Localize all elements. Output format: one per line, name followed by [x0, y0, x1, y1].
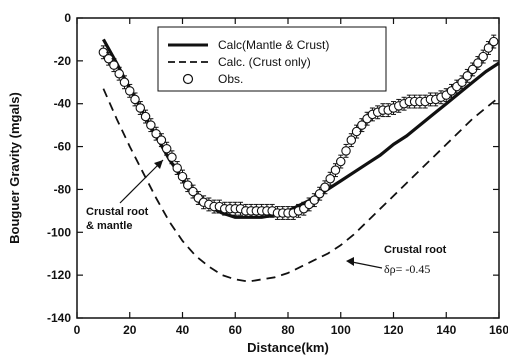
obs-point: [156, 135, 167, 145]
obs-point: [125, 86, 135, 96]
obs-point: [330, 165, 341, 175]
obs-point: [341, 146, 351, 156]
annotation-crustal-root-mantle-line1: Crustal root: [86, 206, 149, 218]
x-tick-label: 80: [281, 323, 295, 337]
obs-point: [346, 135, 357, 145]
annotation-arrowhead-mantle: [154, 160, 163, 169]
obs-point: [478, 51, 488, 62]
obs-point: [177, 171, 188, 182]
annotation-arrowhead-crust: [346, 257, 354, 266]
obs-point: [161, 143, 172, 154]
annotation-crustal-root-mantle-line2: & mantle: [86, 220, 132, 232]
annotation-crustal-root-crust-line1: Crustal root: [384, 244, 447, 256]
x-tick-label: 140: [436, 323, 456, 337]
legend-label-crust-calc: Calc. (Crust only): [218, 55, 311, 69]
axes: 0 20 40 60 80 100 120 140 160 0 -20 -40 -60 -80 -100 -1…: [47, 11, 508, 337]
legend-label-obs: Obs.: [218, 72, 243, 86]
y-axis-title: Bouguer Gravity (mgals): [7, 92, 22, 244]
x-tick-label: 120: [383, 323, 403, 337]
obs-point: [320, 182, 330, 193]
obs-point: [172, 163, 182, 173]
x-tick-label: 100: [331, 323, 351, 337]
obs-point: [135, 103, 146, 113]
x-tick-label: 20: [123, 323, 137, 337]
obs-point: [325, 173, 335, 184]
y-tick-label: -120: [47, 268, 71, 282]
annotation-crustal-root-crust-line2: δρ= -0.45: [384, 262, 430, 276]
series-layer: [98, 34, 500, 283]
y-tick-label: -140: [47, 311, 71, 325]
y-tick-label: -60: [54, 140, 72, 154]
obs-point: [119, 77, 130, 88]
legend-label-mantle-calc: Calc(Mantle & Crust): [218, 38, 329, 52]
x-axis-title: Distance(km): [247, 340, 329, 355]
y-tick-label: -40: [54, 97, 72, 111]
obs-point: [488, 36, 499, 47]
legend: Calc(Mantle & Crust) Calc. (Crust only) …: [157, 26, 387, 92]
legend-swatch-obs: [182, 73, 194, 85]
y-tick-label: -20: [54, 54, 72, 68]
y-tick-label: 0: [64, 11, 71, 25]
x-tick-label: 60: [229, 323, 243, 337]
annotation-arrow-mantle: [119, 159, 164, 204]
obs-point: [109, 60, 119, 70]
obs-point: [335, 156, 346, 167]
annotation-arrow-crust: [351, 261, 383, 269]
obs-point: [167, 152, 177, 163]
legend-box: [157, 26, 387, 92]
x-tick-label: 0: [74, 323, 81, 337]
x-tick-label: 40: [176, 323, 190, 337]
obs-point: [114, 68, 124, 79]
y-tick-label: -100: [47, 225, 71, 239]
x-tick-label: 160: [489, 323, 508, 337]
y-tick-label: -80: [54, 182, 72, 196]
series-line-crust-only: [102, 88, 500, 283]
obs-point: [140, 111, 151, 122]
annotations: Crustal root & mantle Crustal root δρ= -…: [86, 159, 447, 276]
obs-point: [130, 94, 140, 105]
obs-point: [146, 120, 156, 130]
